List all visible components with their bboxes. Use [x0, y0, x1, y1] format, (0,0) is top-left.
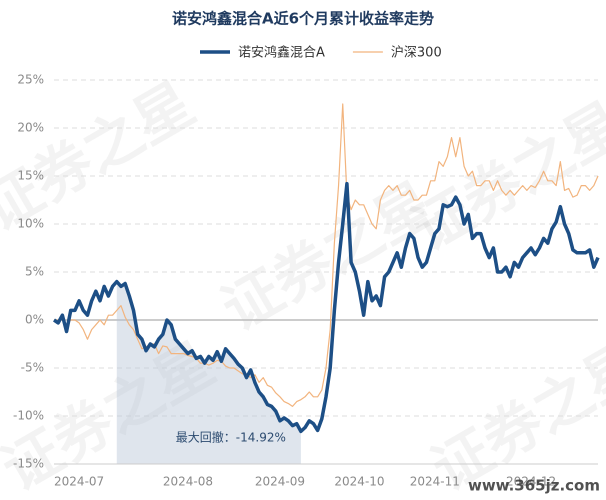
- y-tick-label: -10%: [13, 409, 44, 423]
- x-tick-label: 2024-12: [506, 475, 556, 489]
- x-tick-label: 2024-08: [163, 475, 213, 489]
- site-mark: www.365jz.com: [468, 477, 600, 495]
- drawdown-area: [116, 281, 301, 464]
- y-tick-label: 15%: [17, 169, 44, 183]
- watermark: 证券之星: [211, 169, 446, 344]
- x-tick-label: 2024-07: [54, 475, 104, 489]
- x-tick-label: 2024-09: [255, 475, 305, 489]
- chart-title: 诺安鸿鑫混合A近6个月累计收益率走势: [172, 10, 434, 28]
- y-tick-label: 5%: [25, 265, 44, 279]
- y-tick-label: -15%: [13, 457, 44, 471]
- legend-label: 沪深300: [391, 45, 442, 61]
- y-tick-label: 0%: [25, 313, 44, 327]
- legend-label: 诺安鸿鑫混合A: [238, 45, 325, 61]
- series-line: [53, 181, 600, 434]
- drawdown-label: 最大回撤：-14.92%: [176, 430, 286, 445]
- y-tick-label: -5%: [21, 361, 44, 375]
- y-tick-label: 20%: [17, 121, 44, 135]
- y-tick-label: 10%: [17, 217, 44, 231]
- x-tick-label: 2024-11: [410, 475, 460, 489]
- x-tick-label: 2024-10: [334, 475, 384, 489]
- y-tick-label: 25%: [17, 73, 44, 87]
- watermark: 证券之星: [401, 89, 606, 264]
